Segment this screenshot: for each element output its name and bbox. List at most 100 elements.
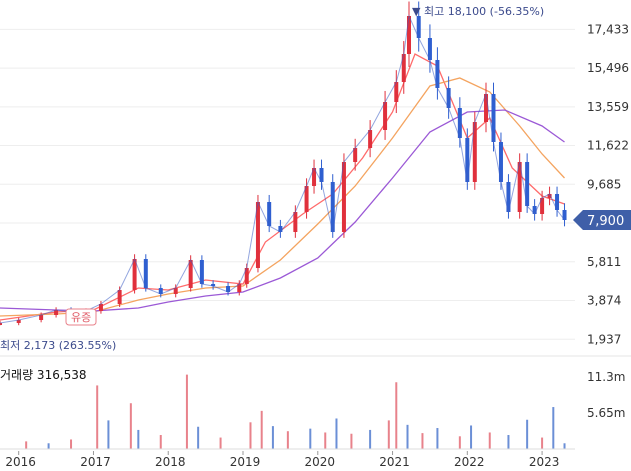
- price-candle: [304, 186, 309, 212]
- price-candle: [158, 288, 163, 294]
- price-candle: [368, 130, 373, 148]
- volume-bar: [470, 425, 473, 449]
- volume-bars: [0, 374, 575, 450]
- price-candle: [555, 194, 560, 210]
- price-candle: [525, 162, 530, 206]
- price-candle: [173, 288, 178, 294]
- price-gridlines: [0, 28, 575, 340]
- price-candle: [199, 260, 204, 284]
- price-candle: [237, 284, 242, 292]
- volume-bar: [395, 382, 398, 449]
- price-candle: [54, 310, 59, 315]
- volume-bar: [350, 433, 353, 449]
- volume-bar: [249, 422, 252, 449]
- volume-bar: [387, 420, 390, 449]
- x-axis: 2016 2017 2018 2019 2020 2021 2022 2023: [5, 451, 559, 469]
- price-candles: [0, 1, 567, 326]
- price-candle: [547, 194, 552, 198]
- price-candle: [517, 162, 522, 212]
- price-candle: [244, 268, 249, 284]
- price-candle: [98, 304, 103, 311]
- price-candle: [484, 94, 489, 122]
- price-candle: [117, 290, 122, 304]
- event-tag-label: 유증: [71, 311, 91, 324]
- price-candle: [540, 198, 545, 214]
- price-candle: [406, 16, 411, 54]
- price-candle: [532, 206, 537, 214]
- volume-bar: [458, 436, 461, 449]
- volume-bar: [335, 418, 338, 449]
- price-tick-label: 11,622: [587, 139, 629, 153]
- volume-bar: [159, 435, 162, 449]
- price-candle: [416, 16, 421, 38]
- price-axis: 17,43315,49613,55911,6229,6857,7485,8113…: [587, 22, 629, 346]
- x-tick-label: 2020: [305, 455, 336, 469]
- price-candle: [341, 162, 346, 232]
- x-tick-label: 2018: [155, 455, 186, 469]
- price-candle: [267, 202, 272, 226]
- moving-average-line: [0, 53, 565, 321]
- price-candle: [293, 212, 298, 232]
- volume-bar: [369, 429, 372, 449]
- x-tick-label: 2021: [379, 455, 410, 469]
- volume-bar: [309, 428, 312, 449]
- price-tick-label: 13,559: [587, 100, 629, 114]
- volume-label: 거래량 316,538: [0, 368, 87, 382]
- volume-bar: [286, 431, 289, 449]
- price-candle: [143, 259, 148, 288]
- volume-bar: [552, 407, 555, 449]
- price-candle: [394, 82, 399, 102]
- volume-tick-label: 5.65m: [587, 406, 625, 420]
- price-candle: [255, 202, 260, 268]
- price-candle: [435, 60, 440, 88]
- event-tag: 유증: [65, 308, 97, 326]
- volume-bar: [563, 443, 566, 449]
- price-candle: [562, 210, 567, 220]
- x-tick-label: 2023: [529, 455, 560, 469]
- price-candle: [401, 54, 406, 82]
- price-candle: [446, 88, 451, 108]
- volume-bar: [107, 420, 110, 449]
- volume-bar: [70, 439, 73, 449]
- moving-average-lines: [0, 53, 565, 321]
- volume-bar: [129, 403, 132, 449]
- price-candle: [132, 259, 137, 290]
- volume-bar: [488, 432, 491, 449]
- volume-tick-label: 11.3m: [587, 370, 625, 384]
- volume-bar: [406, 424, 409, 449]
- volume-bar: [47, 443, 50, 449]
- volume-bar: [526, 419, 529, 449]
- x-tick-label: 2017: [80, 455, 111, 469]
- price-candle: [319, 168, 324, 182]
- volume-bar: [185, 374, 188, 449]
- high-price-label: ▼ 최고 18,100 (-56.35%): [412, 5, 544, 18]
- price-candle: [226, 286, 231, 292]
- price-candle: [211, 284, 216, 286]
- price-candle: [457, 108, 462, 138]
- price-candle: [491, 94, 496, 142]
- x-tick-label: 2022: [454, 455, 485, 469]
- volume-axis: 11.3m 5.65m: [587, 370, 625, 420]
- price-candle: [427, 38, 432, 60]
- volume-bar: [25, 441, 28, 449]
- price-tick-label: 5,811: [587, 255, 621, 269]
- price-candle: [465, 138, 470, 182]
- price-candle: [39, 315, 44, 320]
- price-tick-label: 3,874: [587, 294, 621, 308]
- volume-bar: [96, 385, 99, 449]
- price-candle: [472, 122, 477, 182]
- price-tick-label: 17,433: [587, 22, 629, 36]
- price-candle: [353, 148, 358, 162]
- volume-bar: [541, 437, 544, 449]
- moving-average-line: [0, 77, 565, 317]
- x-tick-label: 2016: [5, 455, 36, 469]
- volume-bar: [197, 426, 200, 449]
- volume-bar: [436, 428, 439, 449]
- volume-bar: [324, 432, 327, 449]
- price-candle: [330, 182, 335, 232]
- price-candle: [498, 142, 503, 182]
- volume-bar: [421, 433, 424, 449]
- volume-bar: [260, 410, 263, 449]
- price-candle: [278, 226, 283, 232]
- price-tick-label: 15,496: [587, 61, 629, 75]
